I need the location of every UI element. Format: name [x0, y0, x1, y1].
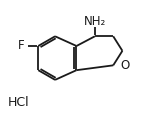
Text: O: O — [121, 59, 130, 72]
Text: HCl: HCl — [7, 96, 29, 109]
Text: F: F — [18, 39, 25, 53]
Text: NH₂: NH₂ — [84, 15, 106, 28]
